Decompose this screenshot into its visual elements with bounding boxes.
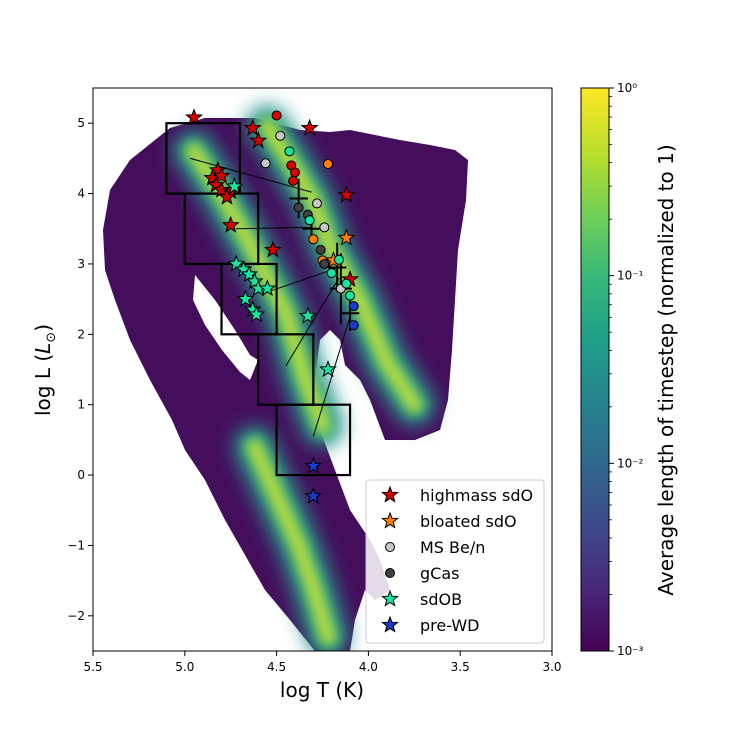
y-axis-ticks: −2 −1 0 1 2 3 4 5: [67, 116, 93, 623]
legend: highmass sdO bloated sdO MS Be/n gCas sdOB pr…: [365, 479, 545, 644]
x-tick-label-3: 4.0: [359, 660, 378, 674]
y-tick-label-6: 4: [77, 187, 85, 201]
legend-marker-1: [381, 511, 399, 529]
legend-marker-4: [381, 589, 399, 607]
y-tick-label-4: 2: [77, 327, 85, 341]
colorbar: 10⁻³ 10⁻² 10⁻¹ 10⁰ Average length of timest…: [580, 81, 678, 658]
point-sdob-6: [258, 279, 277, 297]
y-tick-label-0: −2: [67, 609, 85, 623]
point-sdob-circles--4: [341, 278, 352, 289]
point-gcas-2: [315, 244, 326, 255]
point-sdob-circles--1: [304, 215, 315, 226]
colorbar-label: Average length of timestep (normalized t…: [654, 144, 678, 595]
point-highmass-sdo-0: [185, 108, 203, 126]
y-axis-label: log L (L⊙): [31, 324, 59, 416]
density-gap: [193, 275, 258, 380]
point-sdob-9: [247, 305, 266, 323]
bin-box-2: [220, 262, 278, 336]
point-sdob-0: [225, 177, 244, 195]
x-axis-label: log T (K): [280, 678, 364, 702]
point-highmass-sdo-2: [249, 131, 268, 149]
point-sdob-circles--2: [334, 254, 345, 265]
point-highmass-sdo-circles--2: [289, 167, 300, 178]
y-tick-label-3: 1: [77, 398, 85, 412]
legend-label-3: gCas: [420, 564, 459, 583]
point-ms-be-n-3: [319, 222, 330, 233]
density-band-core-2: [250, 442, 333, 642]
point-sdob-7: [236, 289, 255, 307]
density-band-core-0: [262, 122, 419, 410]
legend-label-4: sdOB: [420, 590, 462, 609]
point-sdob-circles--3: [326, 268, 337, 279]
point-highmass-sdo-10: [218, 187, 236, 205]
point-highmass-sdo-3: [300, 118, 319, 136]
point-gcas-3: [319, 258, 330, 269]
point-sdob-circles--0: [284, 146, 295, 157]
plot-frame: [92, 87, 553, 652]
point-sdob-3: [240, 265, 259, 283]
point-highmass-sdo-1: [243, 118, 262, 136]
point-highmass-sdo-6: [212, 166, 231, 184]
point-sdob-11: [319, 360, 337, 378]
y-tick-label-5: 3: [77, 257, 85, 271]
connector-line-1: [236, 226, 312, 230]
point-ms-be-n-2: [311, 198, 322, 209]
point-sdob-circles--5: [345, 290, 356, 301]
point-highmass-sdo-circles--0: [271, 110, 282, 121]
y-tick-label-7: 5: [77, 116, 85, 130]
point-pre-wd-circles--1: [348, 320, 359, 331]
legend-label-2: MS Be/n: [420, 538, 485, 557]
connector-line-0: [190, 157, 312, 193]
colorbar-tick-label-1: 10⁻²: [617, 456, 644, 470]
point-highmass-sdo-11: [337, 185, 356, 203]
y-tick-label-1: −1: [67, 538, 85, 552]
x-tick-label-1: 5.0: [175, 660, 194, 674]
legend-label-0: highmass sdO: [420, 486, 533, 505]
point-pre-wd-1: [304, 486, 323, 504]
point-highmass-sdo-circles--3: [288, 175, 299, 186]
x-tick-label-4: 3.5: [451, 660, 470, 674]
point-ms-be-n-1: [260, 158, 271, 169]
x-tick-label-2: 4.5: [267, 660, 286, 674]
legend-box: [365, 479, 545, 644]
legend-label-5: pre-WD: [420, 616, 480, 635]
colorbar-tick-label-0: 10⁻³: [617, 644, 644, 658]
bin-box-4: [275, 403, 352, 477]
legend-marker-0: [381, 485, 399, 503]
point-highmass-sdo-13: [263, 240, 282, 258]
point-bloated-sdo-circles--0: [323, 159, 334, 170]
legend-marker-3: [385, 568, 395, 578]
point-sdob-10: [298, 306, 317, 324]
point-sdob-4: [245, 272, 264, 290]
colorbar-gradient: [580, 87, 610, 652]
point-gcas-1: [293, 202, 304, 213]
x-tick-label-0: 5.5: [83, 660, 102, 674]
point-bloated-sdo-0: [337, 228, 356, 246]
point-pre-wd-0: [304, 456, 323, 474]
point-pre-wd-circles--0: [348, 301, 359, 312]
x-axis-ticks: 5.5 5.0 4.5 4.0 3.5 3.0: [83, 651, 562, 674]
point-highmass-sdo-12: [221, 215, 240, 233]
legend-marker-5: [381, 615, 399, 633]
point-bloated-sdo-circles--1: [308, 234, 319, 245]
legend-marker-2: [385, 542, 395, 552]
point-highmass-sdo-8: [212, 180, 231, 198]
y-tick-label-2: 0: [77, 468, 85, 482]
x-tick-label-5: 3.0: [542, 660, 561, 674]
colorbar-tick-label-3: 10⁰: [617, 81, 637, 95]
connector-line-4: [312, 316, 351, 437]
point-ms-be-n-0: [275, 130, 286, 141]
colorbar-tick-label-2: 10⁻¹: [617, 269, 644, 283]
legend-label-1: bloated sdO: [420, 512, 517, 531]
